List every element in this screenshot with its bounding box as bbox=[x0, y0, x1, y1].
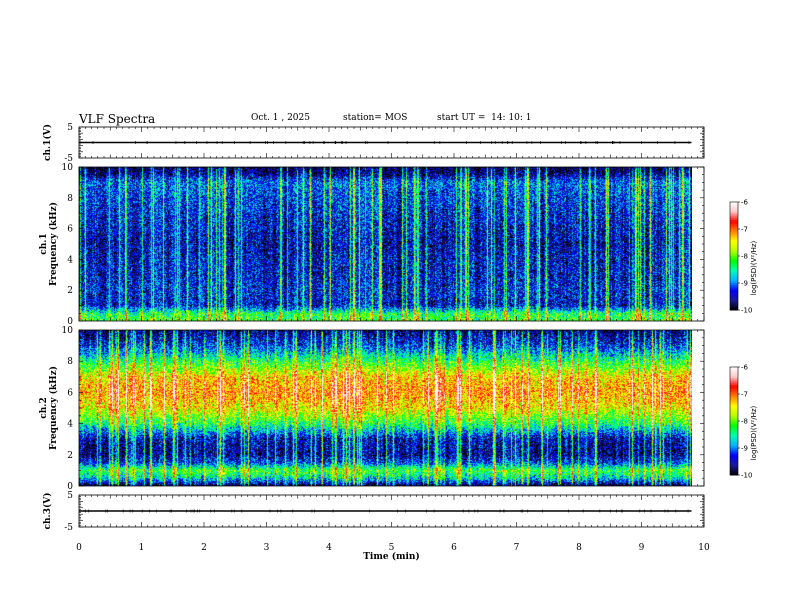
ch2-spectrogram-colorbar-tick-label: -6 bbox=[741, 364, 749, 372]
ch3-voltage-ylabel: ch.3(V) bbox=[42, 493, 53, 530]
ch1-spectrogram-ytick-label: 8 bbox=[67, 194, 73, 204]
axis-ticks bbox=[78, 167, 705, 321]
axis-ticks bbox=[78, 495, 705, 527]
ch1-voltage-ytick-label: 5 bbox=[67, 123, 73, 133]
ch2-spectrogram-ylabel-channel: ch.2 bbox=[39, 397, 49, 418]
ch2-spectrogram-y-ticks: 0 2 4 6 8 10 bbox=[62, 326, 704, 492]
ch3-voltage-y-ticks: 5 -5 bbox=[64, 491, 704, 533]
ch2-spectrogram-colorbar-tick-label: -8 bbox=[741, 418, 748, 426]
ch2-spectrogram-ytick-label: 8 bbox=[67, 357, 73, 367]
axis-ticks bbox=[78, 127, 705, 158]
ch2-spectrogram-image bbox=[79, 330, 692, 486]
x-tick-label: 8 bbox=[576, 543, 582, 553]
x-axis-title: Time (min) bbox=[363, 551, 420, 562]
ch1-spectrogram-ylabel-channel: ch.1 bbox=[39, 233, 49, 254]
ch3-voltage-ytick-label: -5 bbox=[64, 523, 73, 533]
x-tick-label: 4 bbox=[326, 543, 332, 553]
ch2-spectrogram-colorbar-tick-label: -9 bbox=[741, 445, 748, 453]
date-label: Oct. 1 , 2025 bbox=[251, 113, 310, 123]
start-time-label: start UT = 14: 10: 1 bbox=[437, 113, 532, 123]
x-tick-label: 3 bbox=[264, 543, 270, 553]
ch2-spectrogram-ytick-label: 2 bbox=[67, 451, 73, 461]
x-tick-label: 0 bbox=[76, 543, 82, 553]
ch1-spectrogram-colorbar-tick-label: -8 bbox=[741, 253, 748, 261]
ch1-voltage-ylabel: ch.1(V) bbox=[42, 124, 53, 161]
ch1-voltage-y-ticks: 5 -5 bbox=[64, 123, 704, 164]
axis-ticks bbox=[78, 330, 705, 486]
ch1-spectrogram-ylabel-frequency: Frequency (kHz) bbox=[48, 202, 59, 286]
ch1-spectrogram-colorbar-tick-label: -9 bbox=[741, 280, 748, 288]
ch1-spectrogram-ytick-label: 6 bbox=[67, 225, 73, 235]
chart-title: VLF Spectra bbox=[79, 112, 156, 126]
ch3-voltage-ytick-label: 5 bbox=[67, 491, 73, 501]
ch1-spectrogram-colorbar-label: log(PSD)(V²/Hz) bbox=[750, 240, 758, 295]
ch1-voltage-spikes bbox=[92, 141, 690, 144]
x-tick-label: 6 bbox=[451, 543, 457, 553]
ch2-spectrogram-ytick-label: 6 bbox=[67, 388, 73, 398]
station-label: station= MOS bbox=[343, 113, 408, 123]
ch2-spectrogram-colorbar-tick-label: -10 bbox=[741, 472, 752, 480]
ch1-spectrogram-image bbox=[79, 167, 692, 321]
x-tick-label: 7 bbox=[514, 543, 520, 553]
x-tick-label: 10 bbox=[698, 543, 710, 553]
ch2-spectrogram-colorbar-tick-label: -7 bbox=[741, 391, 748, 399]
ch1-spectrogram-ytick-label: 10 bbox=[62, 163, 74, 173]
ch2-spectrogram-colorbar: -6 -7 -8 -9 -10 log(PSD)(V²/Hz) bbox=[729, 364, 758, 480]
ch2-spectrogram-colorbar-label: log(PSD)(V²/Hz) bbox=[750, 405, 758, 460]
ch1-spectrogram-colorbar: -6 -7 -8 -9 -10 log(PSD)(V²/Hz) bbox=[729, 199, 758, 315]
x-tick-label: 1 bbox=[139, 543, 145, 553]
x-tick-label: 2 bbox=[201, 543, 207, 553]
x-tick-label: 5 bbox=[389, 543, 395, 553]
x-tick-label: 9 bbox=[639, 543, 645, 553]
ch2-spectrogram-ylabel-frequency: Frequency (kHz) bbox=[48, 366, 59, 450]
x-axis-labels: 0 1 2 3 4 5 6 7 8 9 10 Time (min) bbox=[76, 543, 710, 562]
ch2-spectrogram-ytick-label: 4 bbox=[67, 420, 73, 430]
ch1-spectrogram-colorbar-tick-label: -6 bbox=[741, 199, 749, 207]
ch3-voltage-spikes bbox=[85, 509, 689, 513]
ch2-spectrogram-ytick-label: 10 bbox=[62, 326, 74, 336]
ch1-spectrogram-colorbar-tick-label: -7 bbox=[741, 226, 748, 234]
ch1-voltage-ytick-label: -5 bbox=[64, 154, 73, 164]
ch1-spectrogram-ytick-label: 2 bbox=[67, 286, 73, 296]
ch1-spectrogram-colorbar-tick-label: -10 bbox=[741, 307, 752, 315]
ch2-spectrogram-ytick-label: 0 bbox=[67, 482, 73, 492]
ch1-spectrogram-ytick-label: 0 bbox=[67, 317, 73, 327]
ch1-spectrogram-ytick-label: 4 bbox=[67, 255, 73, 265]
ch1-spectrogram-y-ticks: 0 2 4 6 8 10 bbox=[62, 163, 704, 327]
